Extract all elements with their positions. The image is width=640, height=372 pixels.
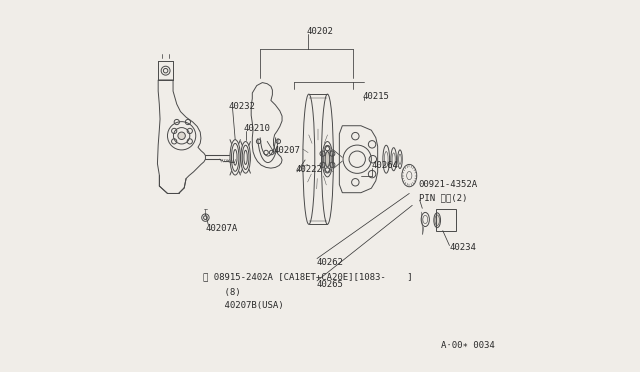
Ellipse shape — [325, 151, 330, 167]
Text: 40210: 40210 — [244, 124, 271, 133]
Text: A·00∗ 0034: A·00∗ 0034 — [441, 341, 495, 350]
Text: 40207A: 40207A — [205, 224, 237, 233]
Text: 00921-4352A: 00921-4352A — [419, 180, 477, 189]
Circle shape — [178, 132, 186, 140]
Text: 40264: 40264 — [371, 161, 398, 170]
Text: 40215: 40215 — [363, 92, 390, 101]
Text: 40234: 40234 — [449, 243, 476, 252]
Text: PIN ピン(2): PIN ピン(2) — [419, 193, 467, 202]
Ellipse shape — [434, 213, 440, 228]
Text: Ⓜ 08915-2402A [CA18ET+CA20E][1083-    ]: Ⓜ 08915-2402A [CA18ET+CA20E][1083- ] — [203, 273, 412, 282]
Text: 40207: 40207 — [273, 146, 300, 155]
Text: 40265: 40265 — [316, 280, 343, 289]
Text: 40232: 40232 — [229, 102, 256, 110]
Text: 40202: 40202 — [307, 27, 334, 36]
Text: 40262: 40262 — [316, 258, 343, 267]
Text: 40207B(USA): 40207B(USA) — [203, 301, 284, 310]
Text: 40222: 40222 — [296, 165, 323, 174]
Text: (8): (8) — [203, 288, 241, 296]
